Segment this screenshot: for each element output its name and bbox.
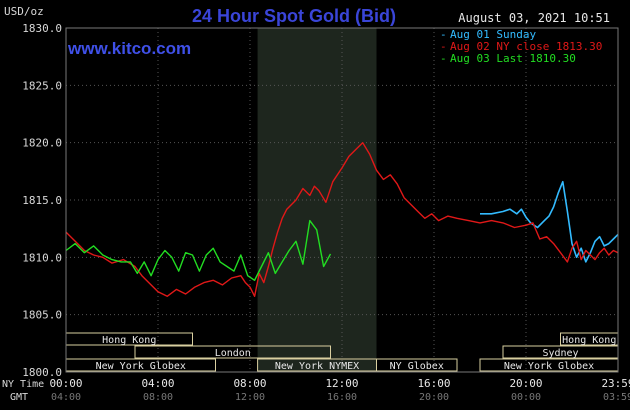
x-tick-gmt: 08:00 xyxy=(143,392,173,403)
x-tick-gmt: 03:59 xyxy=(603,392,630,403)
series-layer xyxy=(65,141,619,297)
plot-frame xyxy=(65,27,619,373)
legend-label-sunday: Aug 01 Sunday xyxy=(450,28,536,41)
y-tick-label: 1815.0 xyxy=(22,194,62,207)
session-label: Hong Kong xyxy=(562,335,616,346)
brand-watermark: www.kitco.com xyxy=(67,39,191,58)
y-tick-label: 1800.0 xyxy=(22,366,62,379)
session-label: NY Globex xyxy=(390,361,444,372)
y-tick-label: 1810.0 xyxy=(22,251,62,264)
x-tick-ny: 12:00 xyxy=(325,377,358,390)
x-tick-ny: 08:00 xyxy=(233,377,266,390)
series-aug01-sunday xyxy=(480,180,619,263)
y-tick-label: 1805.0 xyxy=(22,309,62,322)
legend-dash-2: - xyxy=(440,40,447,53)
legend-label-last: Aug 03 Last 1810.30 xyxy=(450,52,576,65)
x-tick-ny: 20:00 xyxy=(509,377,542,390)
y-tick-label: 1825.0 xyxy=(22,79,62,92)
x-axis-ticks: 00:00 04:00 04:00 08:00 08:00 12:00 12:00 16:00… xyxy=(49,377,630,403)
x-tick-ny: 00:00 xyxy=(49,377,82,390)
series-aug03-last xyxy=(65,219,332,281)
x-tick-gmt: 20:00 xyxy=(419,392,449,403)
x-tick-gmt: 12:00 xyxy=(235,392,265,403)
legend-dash-3: - xyxy=(440,52,447,65)
legend-dash-1: - xyxy=(440,28,447,41)
y-tick-label: 1820.0 xyxy=(22,137,62,150)
chart-title: 24 Hour Spot Gold (Bid) xyxy=(192,6,396,26)
trading-sessions: Hong Kong Hong Kong London Sydney New York G… xyxy=(65,332,619,372)
datetime-stamp: August 03, 2021 10:51 xyxy=(458,11,610,25)
session-label: Sydney xyxy=(542,348,578,359)
legend: - Aug 01 Sunday - Aug 02 NY close 1813.3… xyxy=(440,28,602,65)
ny-time-label: NY Time xyxy=(2,379,44,390)
gmt-label: GMT xyxy=(10,392,28,403)
x-tick-gmt: 00:00 xyxy=(511,392,541,403)
units-label: USD/oz xyxy=(4,5,44,18)
session-label: London xyxy=(215,348,251,359)
session-label: Hong Kong xyxy=(102,335,156,346)
nymex-session-highlight xyxy=(257,28,377,372)
legend-label-ny-close: Aug 02 NY close 1813.30 xyxy=(450,40,602,53)
y-axis-ticks: 1800.0 1805.0 1810.0 1815.0 1820.0 1825.0 1830… xyxy=(22,22,62,379)
session-label: New York Globex xyxy=(96,361,186,372)
x-tick-ny: 16:00 xyxy=(417,377,450,390)
session-box xyxy=(134,345,331,359)
series-aug02-ny-close xyxy=(65,141,619,297)
session-box xyxy=(376,358,458,372)
session-label: New York Globex xyxy=(504,361,594,372)
session-label: New York NYMEX xyxy=(275,361,359,372)
x-tick-gmt: 04:00 xyxy=(51,392,81,403)
x-tick-ny: 04:00 xyxy=(141,377,174,390)
x-tick-ny: 23:59 xyxy=(601,377,630,390)
y-tick-label: 1830.0 xyxy=(22,22,62,35)
x-tick-gmt: 16:00 xyxy=(327,392,357,403)
